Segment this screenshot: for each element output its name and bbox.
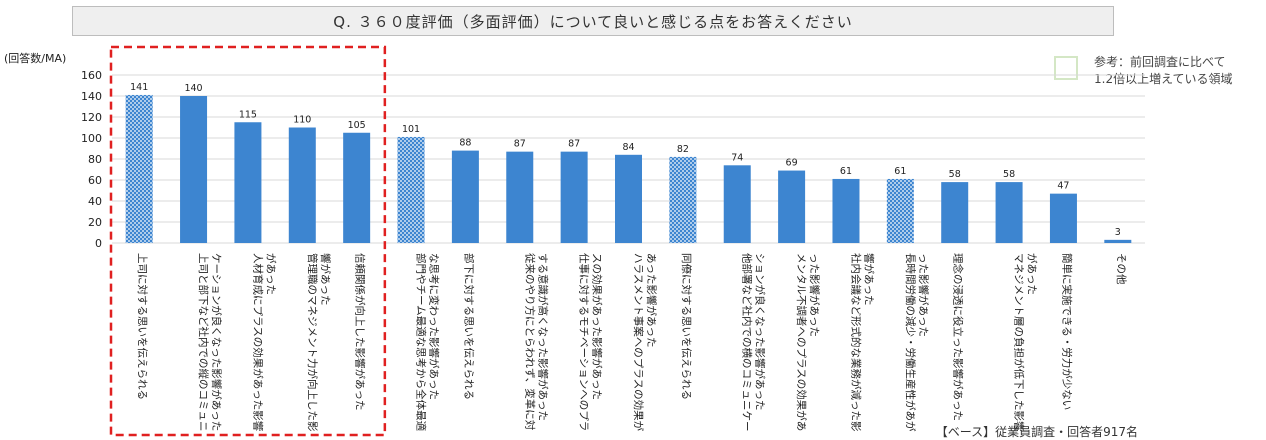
data-label: 61 bbox=[840, 166, 852, 177]
data-label: 87 bbox=[514, 139, 526, 150]
category-label: 上司と部下など社内での縦のコミュニケーションが良くなった影響があった bbox=[197, 253, 223, 432]
y-tick-label: 80 bbox=[88, 153, 102, 166]
y-tick-label: 100 bbox=[81, 132, 102, 145]
data-label: 61 bbox=[894, 166, 906, 177]
y-tick-label: 0 bbox=[95, 237, 102, 250]
category-label: 同僚に対する思いを伝えられる bbox=[680, 253, 693, 400]
category-label: 仕事に対するモチベーションへのプラスの効果があった影響があった bbox=[578, 253, 604, 431]
y-axis-unit-label: (回答数/MA) bbox=[4, 52, 67, 65]
data-label: 58 bbox=[1003, 169, 1015, 180]
y-tick-label: 40 bbox=[88, 195, 102, 208]
category-label: 従来のやり方にとらわれず、変革に対する意識が高くなった影響があった bbox=[523, 253, 549, 431]
y-tick-label: 140 bbox=[81, 90, 102, 103]
bar bbox=[995, 182, 1023, 243]
category-label: メンタル不調者へのプラスの効果があった影響があった bbox=[795, 253, 821, 431]
category-label: 部門やチーム最適な思考から全体最適な思考に変わった影響があった bbox=[415, 253, 441, 432]
bar bbox=[506, 151, 534, 243]
bar bbox=[778, 170, 806, 243]
data-label: 69 bbox=[786, 158, 798, 169]
legend-line-1: 参考：前回調査に比べて bbox=[1094, 55, 1226, 69]
bar bbox=[125, 94, 153, 243]
category-label: 上司に対する思いを伝えられる bbox=[136, 253, 149, 400]
bar bbox=[451, 150, 479, 243]
legend-swatch bbox=[1054, 56, 1078, 80]
data-label: 115 bbox=[239, 109, 257, 120]
bar bbox=[560, 151, 588, 243]
data-label: 58 bbox=[949, 169, 961, 180]
category-label: 簡単に実施できる・労力が少ない bbox=[1060, 253, 1073, 410]
y-tick-label: 160 bbox=[81, 69, 102, 82]
bar bbox=[1104, 239, 1132, 243]
data-label: 105 bbox=[348, 120, 366, 131]
category-label: ハラスメント事案へのプラスの効果があった影響があった bbox=[632, 253, 658, 432]
y-tick-label: 60 bbox=[88, 174, 102, 187]
data-label: 141 bbox=[130, 82, 148, 93]
bar bbox=[288, 127, 316, 243]
category-label: 理念の浸透に役立った影響があった bbox=[952, 253, 965, 421]
bar bbox=[886, 178, 914, 243]
bar bbox=[723, 165, 751, 243]
bar bbox=[1049, 193, 1077, 243]
category-label: 人材育成にプラスの効果があった影響があった bbox=[251, 253, 277, 432]
bar bbox=[397, 136, 425, 243]
category-label: 信頼関係が向上した影響があった bbox=[354, 253, 367, 411]
y-tick-label: 20 bbox=[88, 216, 102, 229]
data-label: 87 bbox=[568, 139, 580, 150]
data-label: 3 bbox=[1115, 227, 1121, 238]
category-label: 部下に対する思いを伝えられる bbox=[462, 253, 475, 400]
bar bbox=[180, 96, 208, 243]
highlight-box bbox=[109, 45, 387, 437]
bar bbox=[615, 154, 642, 243]
data-label: 140 bbox=[184, 83, 202, 94]
category-label: 他部署など社内での横のコミュニケーションが良くなった影響があった bbox=[741, 253, 767, 432]
bar bbox=[832, 178, 860, 243]
category-label: 長時間労働の減少・労働生産性があがった影響があった bbox=[904, 253, 930, 432]
category-label: その他 bbox=[1115, 253, 1128, 285]
bar bbox=[941, 182, 969, 243]
bar bbox=[234, 122, 262, 243]
y-tick-label: 120 bbox=[81, 111, 102, 124]
data-label: 82 bbox=[677, 144, 689, 155]
data-label: 84 bbox=[622, 142, 634, 153]
category-label: 管理職のマネジメント力が向上した影響があった bbox=[306, 253, 332, 432]
data-label: 47 bbox=[1057, 181, 1069, 192]
data-label: 101 bbox=[402, 124, 420, 135]
data-label: 88 bbox=[459, 138, 471, 149]
category-label: マネジメント層の負担が低下した影響があった bbox=[1013, 253, 1039, 432]
base-note: 【ベース】従業員調査・回答者917名 bbox=[935, 425, 1138, 439]
data-label: 110 bbox=[293, 115, 311, 126]
bar bbox=[669, 156, 697, 243]
data-label: 74 bbox=[731, 152, 743, 163]
category-label: 社内会議など形式的な業務が減った影響があった bbox=[849, 253, 875, 432]
question-title: Q. ３６０度評価（多面評価）について良いと感じる点をお答えください bbox=[72, 6, 1114, 36]
bar bbox=[343, 132, 371, 243]
